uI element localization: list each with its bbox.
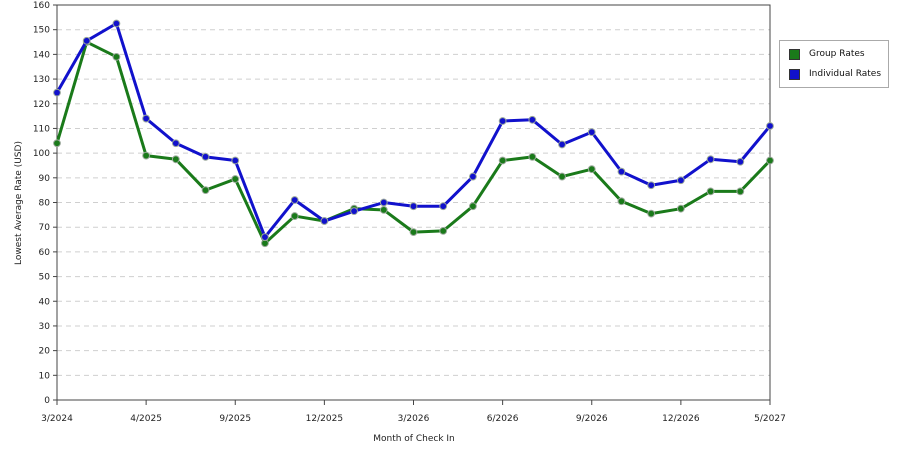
data-point-group-rates [290,212,299,220]
data-point-individual-rates [617,167,626,176]
data-point-group-rates [528,152,537,161]
x-axis-title: Month of Check In [373,434,455,444]
y-tick-label-130: 130 [33,75,50,85]
y-tick-label-160: 160 [33,1,50,11]
x-tick-label: 3/2024 [41,414,73,424]
data-point-group-rates [201,186,210,195]
data-point-individual-rates [53,88,61,97]
legend-swatch-group-rates [789,48,800,60]
data-point-group-rates [617,197,626,206]
data-point-group-rates [676,204,685,213]
data-point-group-rates [706,187,715,196]
legend-item-individual-rates: Individual Rates [789,67,881,81]
data-point-individual-rates [112,19,121,28]
legend-label-group-rates: Group Rates [809,49,865,59]
y-axis-title: Lowest Average Rate (USD) [14,141,24,265]
data-point-individual-rates [528,115,537,124]
data-point-individual-rates [647,181,656,190]
legend-item-group-rates: Group Rates [789,47,865,61]
data-point-group-rates [53,139,61,148]
y-tick-label-150: 150 [33,26,50,36]
series-lines [53,19,774,248]
data-point-individual-rates [439,202,448,211]
data-point-individual-rates [676,176,685,185]
y-tick-label-0: 0 [44,396,50,406]
y-tick-label-70: 70 [39,223,51,233]
data-point-individual-rates [82,36,91,45]
y-tick-label-80: 80 [39,199,51,209]
x-tick-label: 12/2026 [662,414,700,424]
y-tick-label-110: 110 [33,124,50,134]
data-point-group-rates [736,187,745,196]
data-point-individual-rates [290,196,299,204]
legend-label-individual-rates: Individual Rates [809,69,882,79]
data-point-group-rates [469,202,477,211]
data-point-individual-rates [766,122,774,130]
data-point-group-rates [379,206,388,214]
y-tick-label-40: 40 [39,297,51,307]
x-tick-label: 12/2025 [306,414,343,424]
data-point-individual-rates [201,152,210,161]
x-tick-label: 3/2026 [398,414,430,424]
series-line-group-rates [55,40,772,245]
data-point-group-rates [142,151,151,160]
data-point-individual-rates [498,117,507,125]
data-point-individual-rates [261,233,269,241]
data-point-individual-rates [350,207,358,216]
data-point-individual-rates [736,157,745,166]
x-tick-label: 5/2027 [754,414,786,424]
data-point-individual-rates [171,139,180,148]
data-point-group-rates [498,156,507,165]
axes: 0 10 20 30 40 50 60 70 80 90 100 110 120 130 140 150 160… [33,1,786,424]
data-point-individual-rates [706,155,715,164]
data-point-group-rates [112,52,121,61]
x-tick-label: 9/2026 [576,414,608,424]
data-point-group-rates [558,172,566,181]
y-tick-label-10: 10 [39,371,51,381]
data-point-individual-rates [142,114,151,123]
y-tick-label-20: 20 [39,347,51,357]
data-point-group-rates [587,165,596,174]
legend-swatch-individual-rates [789,68,800,80]
data-point-individual-rates [469,172,477,181]
legend: Group Rates Individual Rates [779,40,889,88]
y-tick-label-30: 30 [39,322,51,332]
data-point-individual-rates [379,198,388,207]
data-point-group-rates [439,226,448,235]
data-point-individual-rates [587,128,596,137]
data-point-individual-rates [320,217,329,225]
data-point-group-rates [647,209,656,218]
data-point-group-rates [171,155,180,164]
data-point-group-rates [409,228,418,237]
gridlines [57,29,770,376]
x-tick-label: 6/2026 [487,414,519,424]
data-point-group-rates [766,156,774,165]
y-tick-label-100: 100 [33,149,50,159]
y-tick-label-50: 50 [39,273,51,283]
data-point-individual-rates [409,202,418,211]
data-point-individual-rates [231,156,240,165]
x-tick-label: 9/2025 [219,414,251,424]
y-tick-label-60: 60 [39,248,51,258]
x-tick-label: 4/2025 [130,414,162,424]
data-point-individual-rates [558,140,566,149]
data-point-group-rates [231,175,240,183]
y-tick-label-140: 140 [33,50,50,60]
y-tick-label-90: 90 [39,174,51,184]
y-tick-label-120: 120 [33,100,50,110]
